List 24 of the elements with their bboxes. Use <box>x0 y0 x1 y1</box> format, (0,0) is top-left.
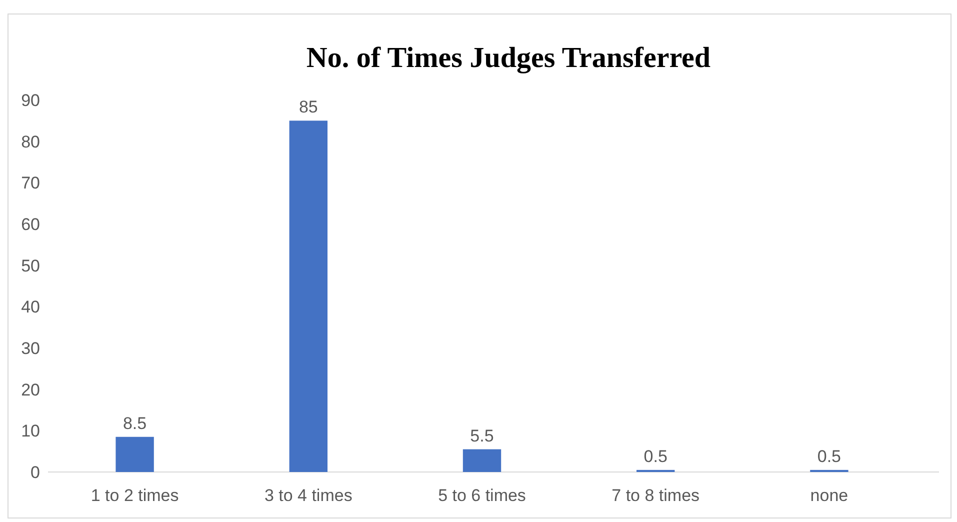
data-label: 85 <box>298 98 318 117</box>
x-tick-label: none <box>810 486 848 505</box>
y-tick-label: 90 <box>21 90 40 110</box>
chart-title: No. of Times Judges Transferred <box>306 42 711 74</box>
x-tick-label: 5 to 6 times <box>438 486 526 505</box>
y-tick-label: 0 <box>30 462 40 482</box>
bar <box>289 120 328 472</box>
y-tick-label: 40 <box>21 298 40 317</box>
y-tick-label: 60 <box>21 214 40 234</box>
data-label: 0.5 <box>817 446 842 466</box>
x-tick-label: 3 to 4 times <box>264 486 352 505</box>
data-label: 8.5 <box>122 414 147 433</box>
y-tick-label: 20 <box>21 380 40 400</box>
y-tick-label: 10 <box>21 422 40 441</box>
bar <box>116 436 154 472</box>
x-tick-label: 1 to 2 times <box>90 486 179 505</box>
y-tick-label: 50 <box>21 256 40 276</box>
y-tick-label: 70 <box>21 174 40 193</box>
data-label: 5.5 <box>470 426 494 446</box>
y-tick-label: 30 <box>21 338 40 358</box>
x-tick-label: 7 to 8 times <box>612 486 700 505</box>
y-tick-label: 80 <box>21 132 40 152</box>
data-label: 0.5 <box>644 446 668 466</box>
bar <box>462 449 502 472</box>
